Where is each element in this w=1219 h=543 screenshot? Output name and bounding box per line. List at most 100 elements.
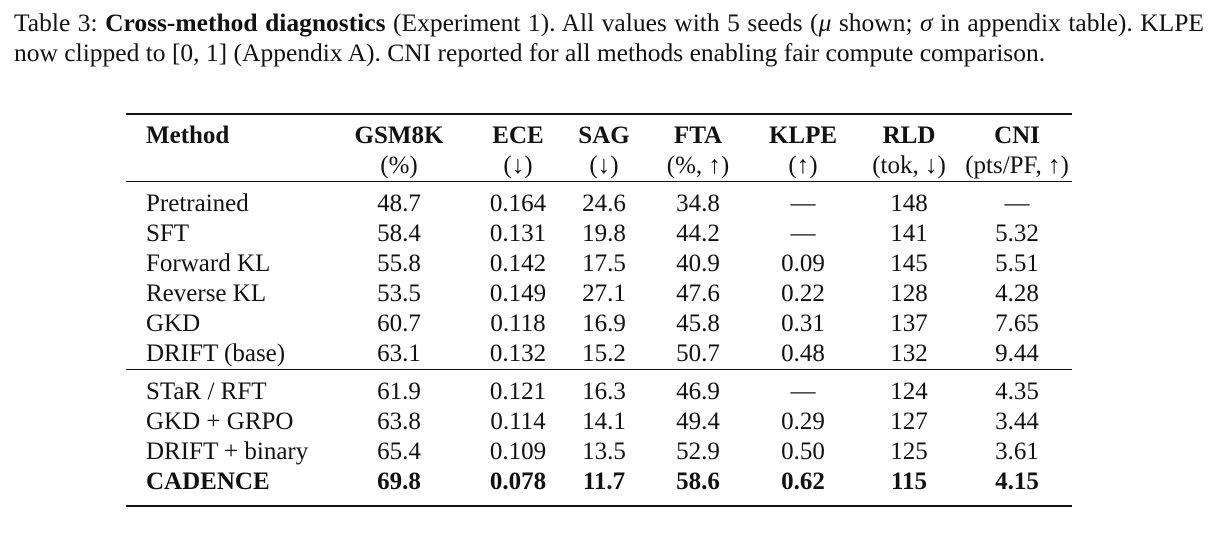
value-cell: 3.44 (995, 408, 1039, 435)
table-row: DRIFT + binary 65.4 0.109 13.5 52.9 0.50 125 3.… (126, 437, 1072, 467)
column-header-method: Method (126, 121, 324, 182)
column-header-unit: (↓) (503, 152, 533, 179)
table-group-methods: STaR / RFT 61.9 0.121 16.3 46.9—124 4.35 GKD +… (126, 377, 1072, 497)
value-cell: 16.9 (582, 310, 626, 337)
value-cell: 49.4 (676, 408, 720, 435)
value-cell: 58.4 (377, 220, 421, 247)
table-row: SFT 58.4 0.131 19.8 44.2 — 141 5.32 (126, 219, 1072, 249)
method-name-cell: Pretrained (146, 190, 249, 217)
value-cell: 0.149 (489, 280, 547, 307)
caption-text-4: (Appendix A). CNI reported for all metho… (227, 38, 1046, 67)
column-header-rld: RLD (tok, ↓) (856, 121, 962, 182)
value-cell: 60.7 (377, 310, 421, 337)
column-header-sag: SAG (↓) (562, 121, 646, 182)
value-cell: — (790, 378, 816, 405)
value-cell: 27.1 (582, 280, 626, 307)
value-cell: 0.142 (489, 250, 547, 277)
results-table: Method GSM8K (%) ECE (↓) SAG (↓) FTA (%, ↑) KLPE (… (126, 113, 1072, 508)
value-cell: 137 (890, 310, 928, 337)
column-header-fta: FTA (%, ↑) (646, 121, 750, 182)
value-cell: 0.48 (781, 340, 825, 367)
column-header-unit: (%, ↑) (666, 152, 730, 179)
method-name-cell: DRIFT (base) (146, 340, 286, 367)
method-name-cell: DRIFT + binary (146, 438, 309, 465)
value-cell: 3.61 (995, 438, 1039, 465)
column-header-label: GSM8K (354, 122, 444, 149)
value-cell: 0.22 (781, 280, 825, 307)
column-header-label: Method (146, 122, 230, 149)
method-name-cell: Reverse KL (146, 280, 267, 307)
caption-sigma: σ (920, 8, 933, 37)
table-row: STaR / RFT 61.9 0.121 16.3 46.9 — 124 4.35 (126, 377, 1072, 407)
table-header-row: Method GSM8K (%) ECE (↓) SAG (↓) FTA (%, ↑) KLPE (… (126, 121, 1072, 182)
column-header-unit: (↑) (788, 152, 818, 179)
column-header-unit: (pts/PF, ↑) (965, 152, 1069, 179)
column-header-gsm8k: GSM8K (%) (324, 121, 474, 182)
value-cell: 0.114 (490, 408, 546, 435)
caption-interval: [0, 1] (171, 38, 228, 67)
value-cell: 45.8 (676, 310, 720, 337)
value-cell: 132 (890, 340, 928, 367)
method-name-cell: SFT (146, 220, 190, 247)
value-cell: 47.6 (676, 280, 720, 307)
caption-title: Cross-method diagnostics (105, 8, 386, 37)
column-header-unit: (↓) (589, 152, 619, 179)
column-header-label: ECE (492, 122, 544, 149)
value-cell: 63.1 (377, 340, 421, 367)
table-row: Reverse KL 53.5 0.149 27.1 47.6 0.22 128 4.28 (126, 279, 1072, 309)
value-cell: 13.5 (582, 438, 626, 465)
value-cell: 145 (890, 250, 928, 277)
value-cell: 5.32 (995, 220, 1039, 247)
value-cell: 44.2 (676, 220, 720, 247)
value-cell: 4.28 (995, 280, 1039, 307)
caption-label: Table 3: (14, 8, 106, 37)
value-cell: 14.1 (582, 408, 626, 435)
value-cell: 5.51 (995, 250, 1039, 277)
column-header-klpe: KLPE (↑) (750, 121, 856, 182)
value-cell: 127 (890, 408, 928, 435)
column-header-cni: CNI (pts/PF, ↑) (962, 121, 1072, 182)
value-cell: 125 (890, 438, 928, 465)
value-cell: 40.9 (676, 250, 720, 277)
caption-text-1: (Experiment 1). All values with 5 seeds … (385, 8, 819, 37)
value-cell: 69.8 (377, 468, 421, 495)
method-name-cell: Forward KL (146, 250, 271, 277)
value-cell: 4.35 (995, 378, 1039, 405)
value-cell: 0.109 (489, 438, 547, 465)
value-cell: 24.6 (582, 190, 626, 217)
column-header-label: SAG (578, 122, 630, 149)
value-cell: 52.9 (676, 438, 720, 465)
bottom-rule (126, 505, 1072, 508)
value-cell: 11.7 (582, 468, 626, 495)
value-cell: 48.7 (377, 190, 421, 217)
table-row: GKD + GRPO 63.8 0.114 14.1 49.4 0.29 127 3.44 (126, 407, 1072, 437)
column-header-label: FTA (673, 122, 723, 149)
column-header-label: KLPE (768, 122, 838, 149)
value-cell: 0.50 (781, 438, 825, 465)
value-cell: 15.2 (582, 340, 626, 367)
table-row: CADENCE 69.8 0.078 11.7 58.6 0.62 115 4.15 (126, 467, 1072, 497)
value-cell: 55.8 (377, 250, 421, 277)
table-group-baselines: Pretrained 48.7 0.164 24.6 34.8 — 148 — SFT 58.4 0… (126, 189, 1072, 370)
caption-text-3: in appendix table). KLPE now clipped to (14, 8, 1204, 67)
table-row: Forward KL 55.8 0.142 17.5 40.9 0.09 145 5.51 (126, 249, 1072, 279)
caption-text-2: shown; (831, 8, 921, 37)
table-row: GKD 60.7 0.118 16.9 45.8 0.31 137 7.65 (126, 309, 1072, 339)
value-cell: 65.4 (377, 438, 421, 465)
method-name-cell: GKD (146, 310, 201, 337)
value-cell: 9.44 (995, 340, 1039, 367)
value-cell: 0.31 (781, 310, 825, 337)
results-table-wrapper: Method GSM8K (%) ECE (↓) SAG (↓) FTA (%, ↑) KLPE (… (126, 113, 1072, 508)
column-header-label: CNI (994, 122, 1040, 149)
value-cell: 0.29 (781, 408, 825, 435)
caption-mu: μ (818, 8, 832, 37)
value-cell: 128 (890, 280, 928, 307)
value-cell: — (790, 190, 816, 217)
value-cell: 63.8 (377, 408, 421, 435)
value-cell: — (1004, 190, 1030, 217)
value-cell: 46.9 (676, 378, 720, 405)
top-rule (126, 113, 1072, 121)
value-cell: 53.5 (377, 280, 421, 307)
value-cell: 17.5 (582, 250, 626, 277)
group-rule (126, 369, 1072, 377)
